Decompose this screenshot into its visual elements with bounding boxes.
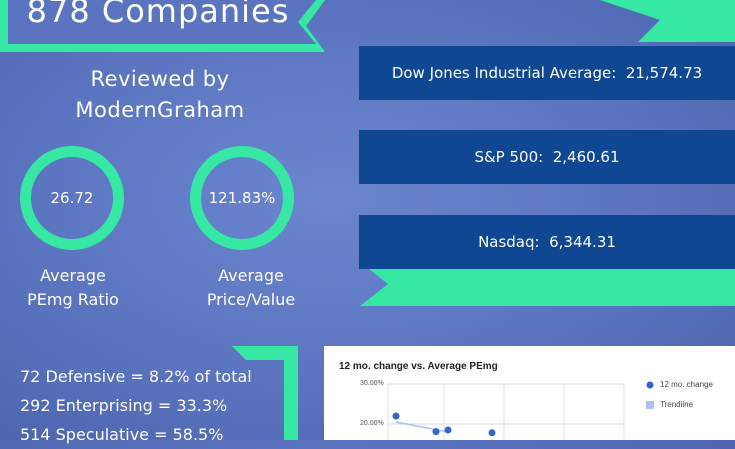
data-point [488, 429, 496, 437]
legend-dot-series [646, 381, 654, 389]
reviewed-by-text: Reviewed by ModernGraham [20, 64, 300, 126]
legend-label-trendline: Trendline [660, 400, 694, 409]
data-point [392, 412, 400, 420]
sp500-text: S&P 500: 2,460.61 [474, 148, 620, 166]
data-point [444, 426, 452, 434]
title-banner [0, 0, 325, 52]
sp500-box: S&P 500: 2,460.61 [359, 130, 735, 184]
legend-swatch-trendline [646, 401, 654, 409]
dow-jones-box: Dow Jones Industrial Average: 21,574.73 [359, 46, 735, 100]
category-stats: 72 Defensive = 8.2% of total 292 Enterpr… [20, 362, 252, 449]
price-value-ring: 121.83% [190, 146, 294, 250]
top-ribbon [600, 0, 735, 42]
price-value-label: Average Price/Value [181, 264, 321, 312]
bottom-ribbon [360, 262, 735, 306]
pemg-label-line-1: Average [40, 266, 106, 285]
y-tick-label: 30.00% [360, 380, 384, 387]
stat-defensive: 72 Defensive = 8.2% of total [20, 367, 252, 386]
stat-enterprising: 292 Enterprising = 33.3% [20, 396, 228, 415]
pemg-label-line-2: PEmg Ratio [27, 290, 119, 309]
price-value-value: 121.83% [208, 189, 276, 207]
dow-jones-text: Dow Jones Industrial Average: 21,574.73 [391, 64, 703, 82]
price-label-line-1: Average [218, 266, 284, 285]
corner-bracket [232, 346, 298, 440]
price-label-line-2: Price/Value [206, 290, 296, 309]
chart-title: 12 mo. change vs. Average PEmg [339, 361, 498, 372]
legend-label-series: 12 mo. change [660, 380, 713, 389]
data-point [432, 428, 440, 436]
scatter-plot [387, 381, 654, 440]
reviewed-line-2: ModernGraham [75, 98, 245, 122]
nasdaq-box: Nasdaq: 6,344.31 [359, 215, 735, 269]
pemg-ratio-value: 26.72 [50, 189, 94, 207]
trendline [395, 421, 449, 433]
stat-speculative: 514 Speculative = 58.5% [20, 425, 224, 444]
pemg-ratio-label: Average PEmg Ratio [3, 264, 143, 312]
pemg-ratio-ring: 26.72 [20, 146, 124, 250]
reviewed-line-1: Reviewed by [90, 67, 230, 91]
page-title: 878 Companies [26, 0, 290, 30]
nasdaq-text: Nasdaq: 6,344.31 [478, 233, 616, 251]
chart-card: 12 mo. change vs. Average PEmg 30.00% 20… [324, 346, 735, 440]
y-tick-label: 20.00% [360, 420, 384, 427]
